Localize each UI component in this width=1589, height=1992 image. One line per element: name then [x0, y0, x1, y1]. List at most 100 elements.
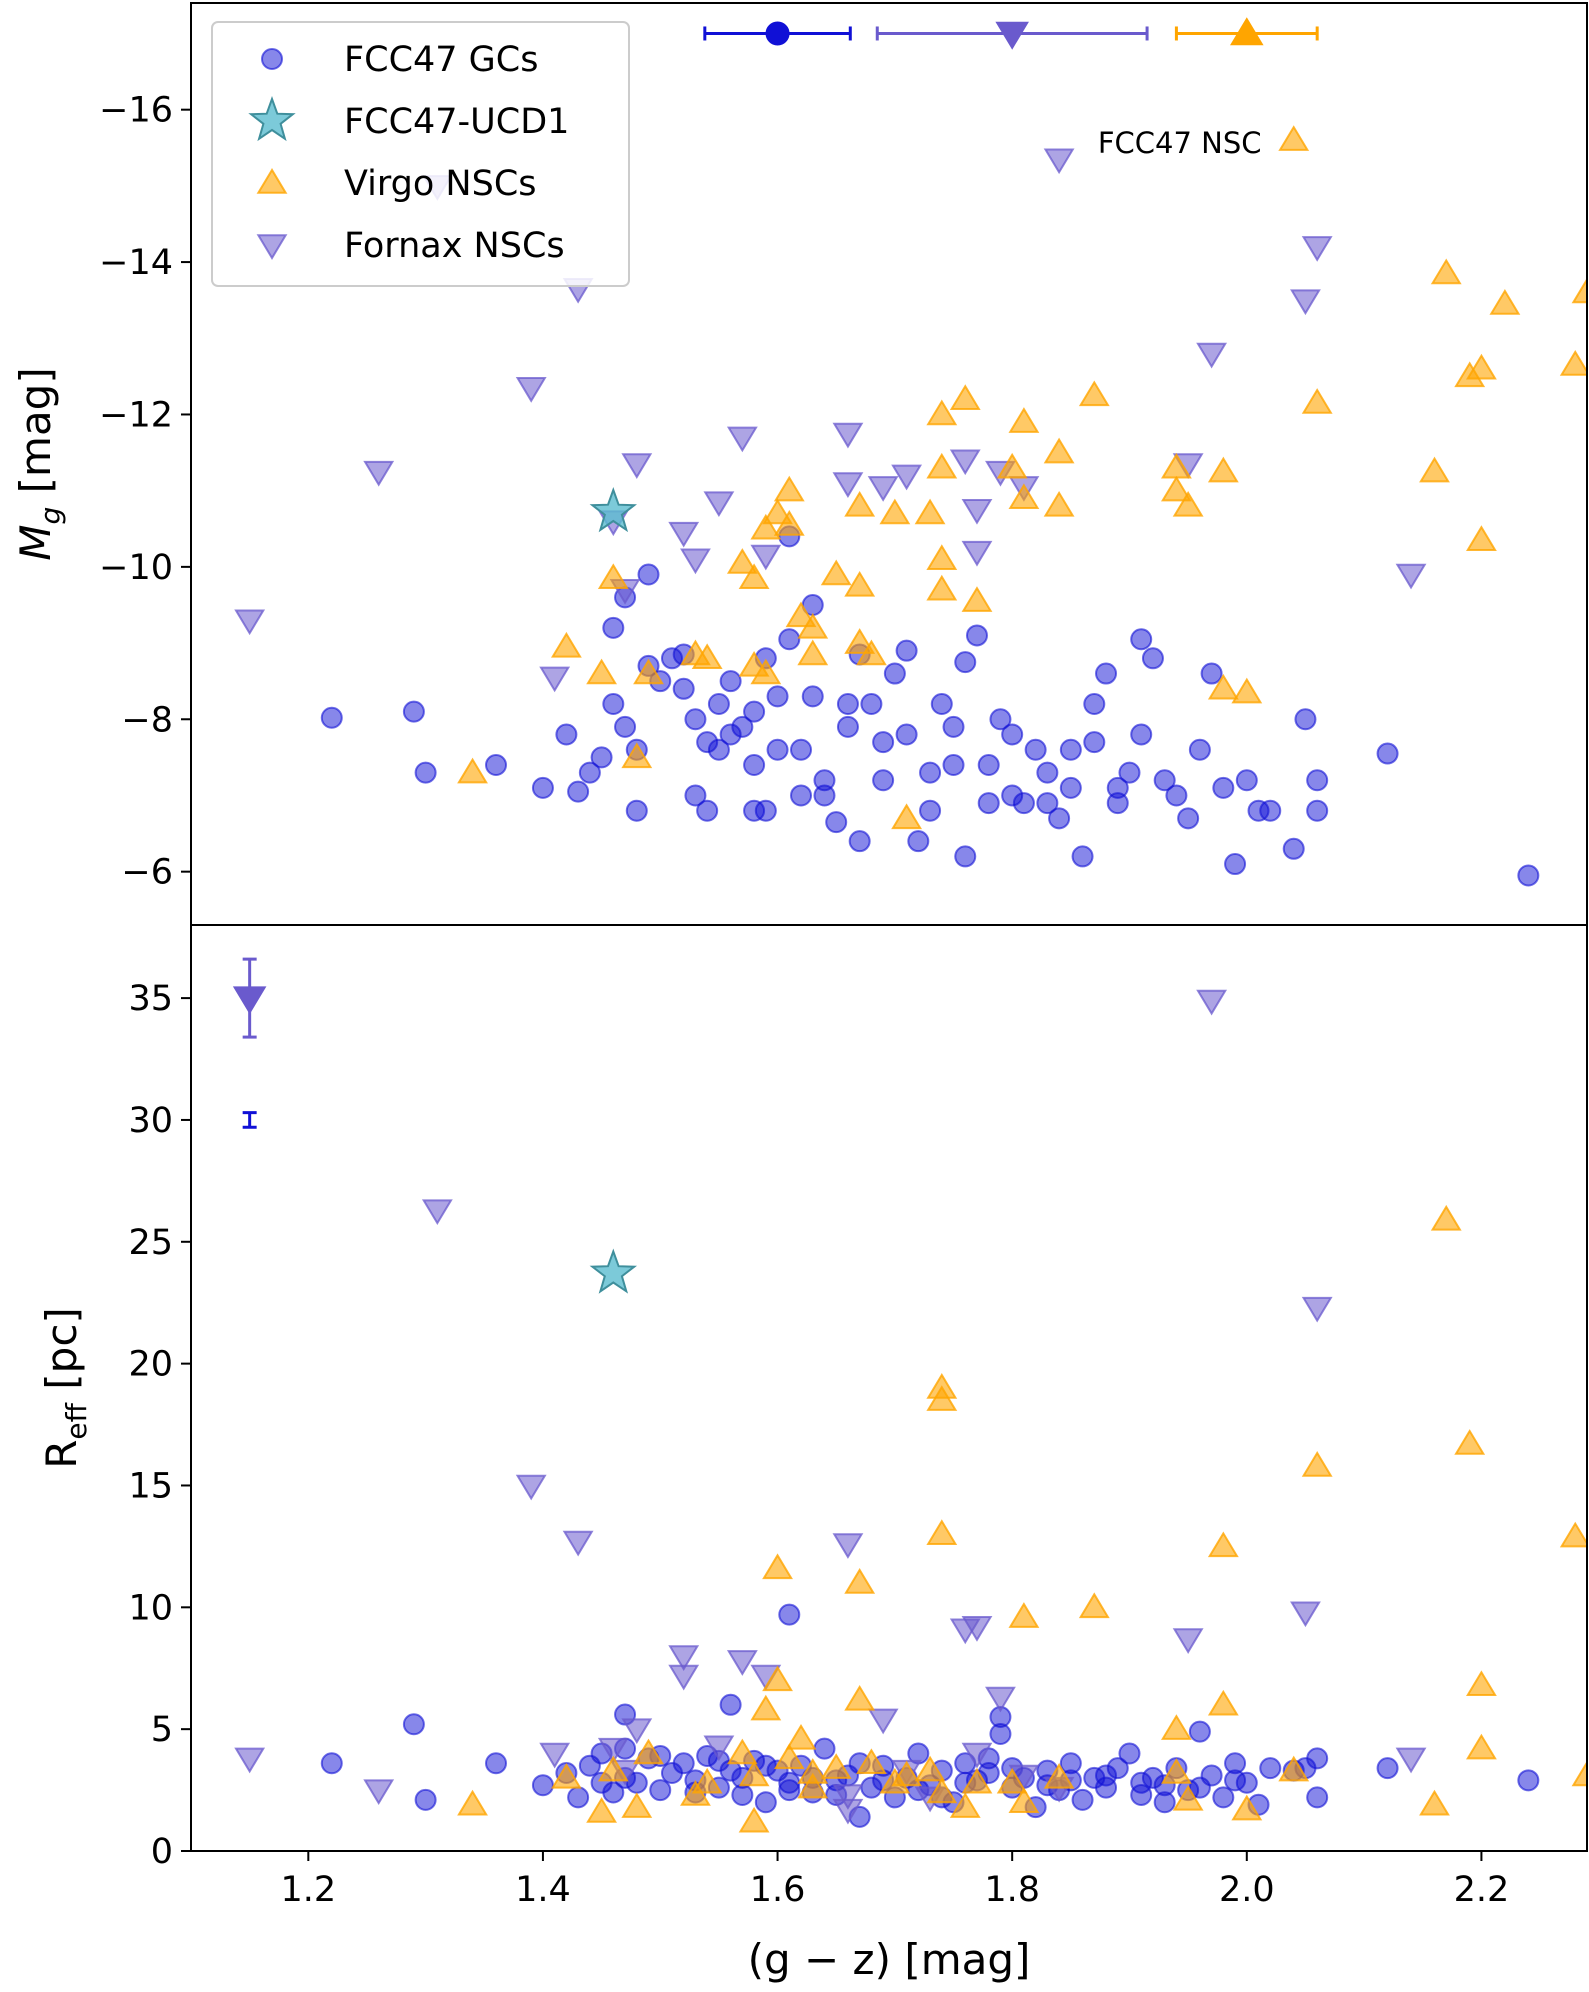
bottom-virgo-nscs-point	[996, 1767, 1028, 1794]
top-virgo-nscs-point	[1489, 289, 1521, 315]
bottom-fornax-nscs-point	[668, 1645, 700, 1671]
top-virgo-nscs-point	[820, 559, 852, 586]
bottom-virgo-nscs-point	[820, 1753, 852, 1779]
bottom-fcc47-gcs-point	[1188, 1720, 1211, 1743]
top-fcc47-gcs-point	[719, 723, 742, 746]
bottom-fcc47-gcs-point	[1517, 1769, 1540, 1792]
top-ylabel-sub: g	[34, 507, 67, 525]
bottom-virgo-nscs-point	[1559, 1521, 1587, 1548]
bottom-virgo-nscs-point	[1008, 1787, 1040, 1814]
bottom-y-tick-label: 0	[151, 1832, 173, 1872]
top-virgo-nscs-point	[926, 452, 958, 479]
top-virgo-nscs-point	[1430, 258, 1462, 285]
bottom-fcc47-gcs-point	[1224, 1769, 1247, 1792]
bottom-fcc47-gcs-point	[989, 1723, 1012, 1746]
top-virgo-nscs-point	[961, 586, 993, 612]
bottom-fcc47-gcs-point	[1306, 1747, 1329, 1770]
top-fcc47-gcs-point	[1294, 708, 1317, 731]
legend-virgo-label: Virgo NSCs	[344, 164, 537, 204]
bottom-fcc47-gcs-point	[1118, 1742, 1141, 1765]
top-fcc47-gcs-point	[1141, 647, 1164, 670]
bottom-virgo-nscs-point	[1301, 1451, 1333, 1477]
bottom-virgo-nscs-point	[726, 1738, 758, 1765]
bottom-plot-area	[234, 989, 1587, 1833]
top-virgo-nscs-point	[1043, 437, 1075, 464]
top-virgo-nscs-point	[1207, 456, 1239, 483]
bottom-fcc47-gcs-point	[813, 1737, 836, 1760]
bottom-fcc47-gcs-point	[1306, 1786, 1329, 1809]
bottom-errbar-fornax-nscs	[232, 957, 267, 1039]
top-fcc47-gcs-point	[590, 746, 613, 769]
bottom-fornax-nscs-point	[726, 1650, 758, 1676]
top-y-tick-label: −8	[121, 700, 173, 740]
bottom-fcc47-gcs-point	[320, 1752, 343, 1775]
errbar-marker	[232, 986, 267, 1015]
top-fcc47-gcs-point	[1012, 792, 1035, 815]
bottom-virgo-nscs-point	[691, 1767, 723, 1794]
top-fcc47-gcs-point	[883, 662, 906, 685]
top-fcc47-gcs-point	[801, 685, 824, 708]
top-fcc47-gcs-point	[1059, 738, 1082, 761]
legend-markers	[248, 48, 296, 260]
top-y-tick-label: −14	[99, 243, 173, 283]
top-fcc47-gcs-point	[836, 715, 859, 738]
bottom-virgo-nscs-point	[621, 1792, 653, 1818]
bottom-virgo-nscs-point	[750, 1694, 782, 1721]
top-fornax-nscs-point	[1043, 148, 1075, 175]
top-y-tick-label: −12	[99, 395, 173, 435]
bottom-ylabel-rest: [pc]	[37, 1307, 86, 1403]
top-fcc47-gcs-point	[684, 708, 707, 731]
bottom-virgo-nscs-point	[1160, 1758, 1192, 1784]
top-virgo-nscs-point	[457, 757, 488, 784]
top-y-tick-label: −16	[99, 91, 173, 131]
top-virgo-nscs-point	[855, 639, 887, 666]
bottom-x-tick-label: 2.0	[1219, 1870, 1275, 1910]
bottom-fcc47-gcs-point	[1259, 1757, 1282, 1780]
top-fcc47-gcs-point	[825, 811, 848, 834]
top-virgo-nscs-point	[691, 643, 723, 670]
bottom-virgo-nscs-point	[762, 1665, 793, 1692]
top-fcc47-gcs-point	[1165, 784, 1188, 807]
bottom-fornax-nscs-point	[668, 1664, 700, 1691]
top-fcc47-gcs-point	[754, 799, 777, 822]
top-fcc47-gcs-point	[1130, 723, 1153, 746]
bottom-fcc47-ucd1-point	[589, 1248, 638, 1294]
top-fcc47-gcs-point	[872, 769, 895, 792]
top-fcc47-gcs-point	[942, 753, 965, 776]
top-fcc47-gcs-point	[1024, 738, 1047, 761]
top-fornax-nscs-point	[234, 609, 266, 636]
top-virgo-nscs-point	[926, 399, 958, 426]
bottom-fcc47-gcs-point	[672, 1752, 695, 1775]
bottom-panel-frame	[190, 924, 1588, 1852]
top-y-axis-ticks: −16 −14 −12 −10 −8 −6	[99, 91, 191, 893]
top-virgo-nscs-point	[1207, 673, 1239, 700]
top-fcc47-gcs-point	[707, 693, 730, 716]
bottom-virgo-nscs-point	[773, 1743, 805, 1770]
bottom-y-tick-label: 25	[128, 1223, 173, 1263]
top-fcc47-gcs-point	[860, 693, 883, 716]
top-fcc47-gcs-point	[1200, 662, 1223, 685]
bottom-typical-errors	[232, 957, 267, 1129]
top-fcc47-gcs-point	[1001, 723, 1024, 746]
top-fcc47-gcs-point	[1130, 628, 1153, 651]
top-fcc47-gcs-point	[778, 628, 801, 651]
bottom-virgo-nscs-point	[586, 1797, 618, 1823]
top-fornax-nscs-point	[832, 422, 864, 449]
top-virgo-nscs-point	[1301, 388, 1333, 414]
top-fcc47-gcs-point	[1188, 738, 1211, 761]
top-virgo-nscs-point	[797, 639, 829, 666]
bottom-fcc47-gcs-point	[649, 1779, 672, 1802]
top-fcc47-gcs-point	[989, 708, 1012, 731]
top-fornax-nscs-point	[832, 472, 864, 498]
top-plot-area	[234, 125, 1587, 887]
top-fornax-nscs-point	[750, 544, 782, 571]
legend-marker-fcc47-gcs	[261, 48, 283, 70]
bottom-virgo-nscs-point	[844, 1568, 876, 1594]
top-errbar-virgo-nscs	[1174, 17, 1319, 46]
legend-marker-virgo-nscs	[256, 168, 288, 194]
bottom-y-axis-ticks: 0 5 10 15 20 25 30 35	[128, 979, 191, 1872]
top-fcc47-gcs-point	[1224, 853, 1247, 876]
top-fornax-nscs-point	[867, 476, 899, 502]
bottom-fcc47-gcs-point	[414, 1788, 437, 1811]
